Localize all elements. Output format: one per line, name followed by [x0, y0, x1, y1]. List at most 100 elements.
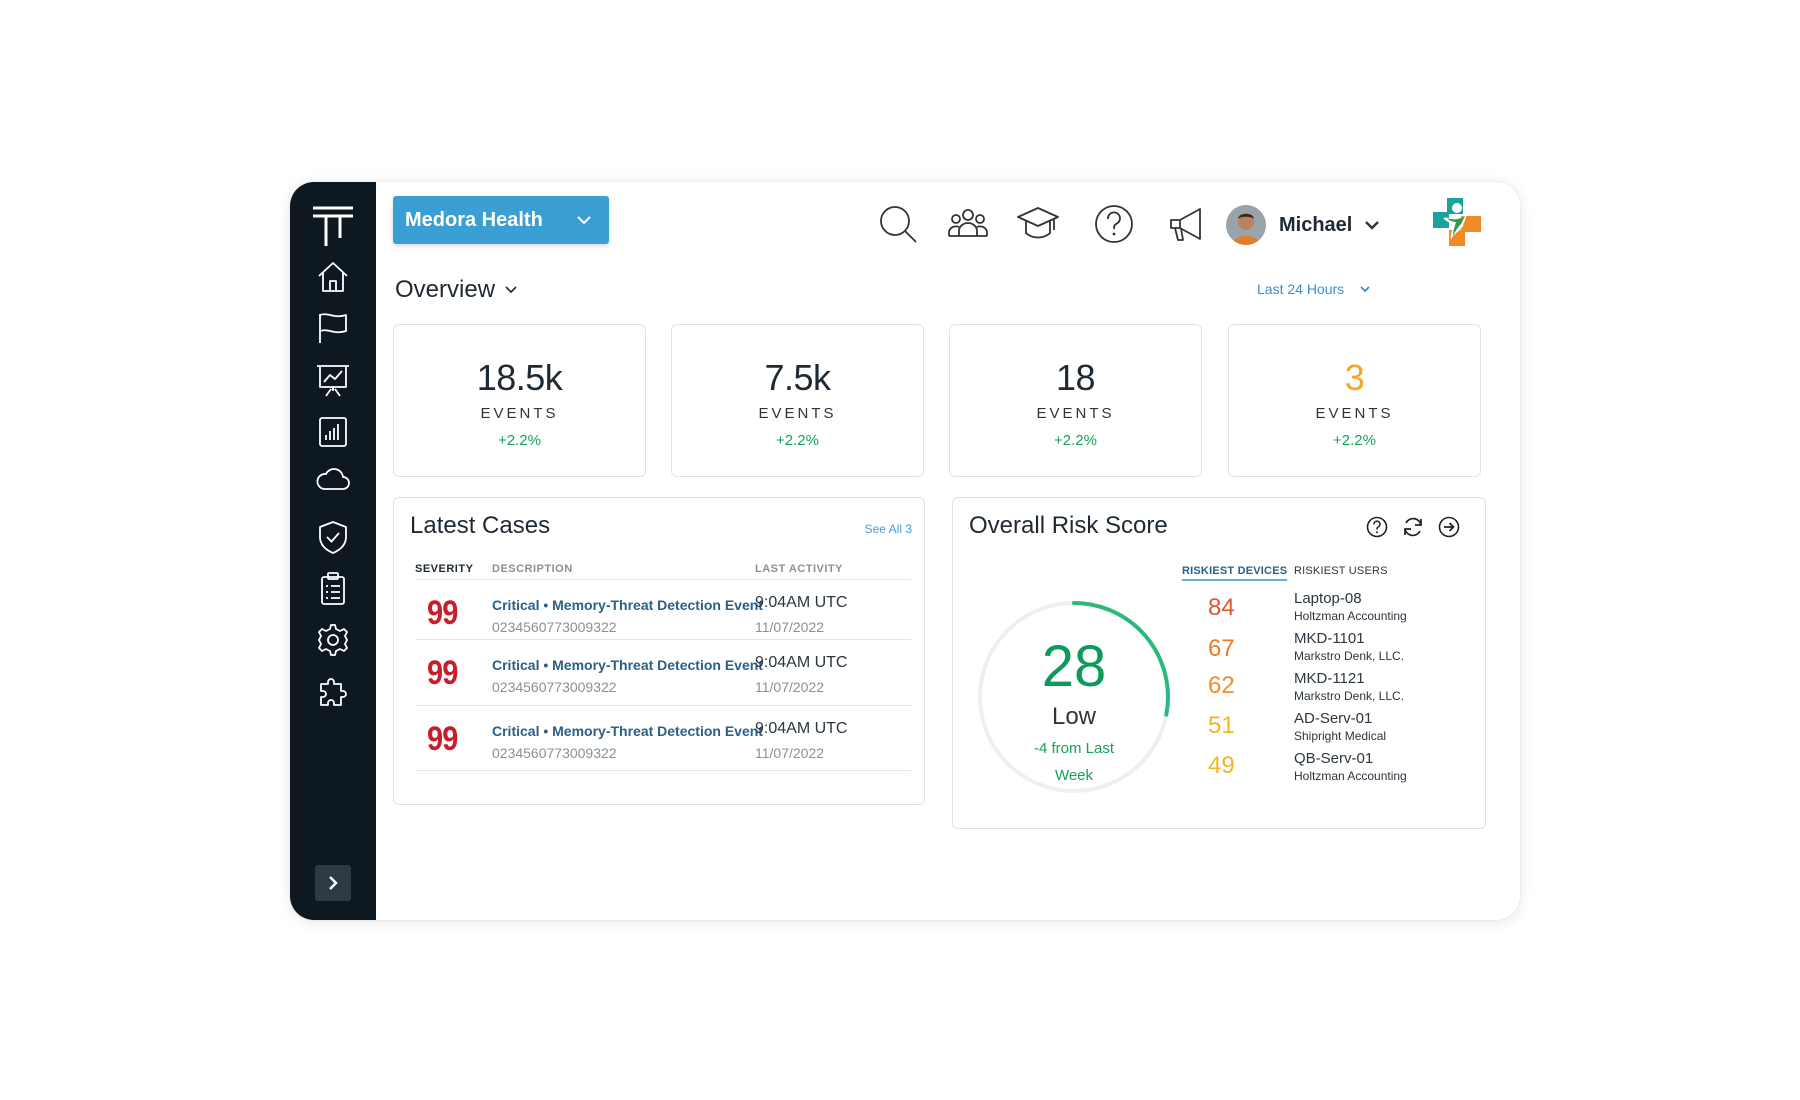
case-time: 9:04AM UTC: [755, 594, 848, 611]
device-org: Holtzman Accounting: [1294, 609, 1407, 623]
tab-riskiest-users[interactable]: RISKIEST USERS: [1294, 565, 1388, 577]
stat-card[interactable]: 7.5k EVENTS +2.2%: [671, 324, 924, 477]
time-range-select[interactable]: Last 24 Hours: [1257, 281, 1372, 297]
device-risk-score: 62: [1208, 672, 1235, 699]
help-icon[interactable]: [1365, 515, 1389, 539]
stat-card[interactable]: 18 EVENTS +2.2%: [949, 324, 1202, 477]
chevron-down-icon: [1365, 221, 1380, 230]
tab-riskiest-devices[interactable]: RISKIEST DEVICES: [1182, 565, 1288, 581]
main-content: Medora Health: [376, 182, 1520, 920]
user-name: Michael: [1279, 213, 1353, 236]
sidebar: [290, 182, 376, 920]
device-name[interactable]: QB-Serv-01: [1294, 750, 1374, 767]
announcements-icon[interactable]: [1166, 202, 1210, 246]
nav-integrations-icon[interactable]: [314, 672, 352, 710]
stat-label: EVENTS: [1036, 405, 1115, 422]
stat-label: EVENTS: [1315, 405, 1394, 422]
stat-delta: +2.2%: [776, 432, 819, 449]
severity-score: 99: [427, 720, 458, 758]
gauge-arc: [978, 601, 1170, 793]
risk-level: Low: [1051, 703, 1097, 730]
severity-score: 99: [427, 594, 458, 632]
stat-value: 18.5k: [476, 357, 563, 398]
device-org: Markstro Denk, LLC.: [1294, 649, 1405, 663]
case-id: 0234560773009322: [492, 619, 617, 635]
panel-title: Latest Cases: [410, 512, 551, 539]
chevron-right-icon: [329, 876, 338, 890]
time-range-label: Last 24 Hours: [1257, 281, 1345, 297]
device-name[interactable]: MKD-1121: [1294, 670, 1365, 687]
arrow-right-circle-icon[interactable]: [1437, 515, 1461, 539]
case-date: 11/07/2022: [755, 679, 825, 695]
org-selector[interactable]: Medora Health: [393, 196, 609, 244]
chevron-down-icon: [577, 216, 591, 225]
risk-delta: -4 from Last Week: [1033, 740, 1115, 784]
case-time: 9:04AM UTC: [755, 720, 848, 737]
col-header-severity[interactable]: SEVERITY: [415, 563, 474, 575]
case-time: 9:04AM UTC: [755, 654, 848, 671]
avatar: [1226, 205, 1266, 245]
see-all-link[interactable]: See All 3: [864, 522, 912, 536]
risk-actions: [1365, 515, 1461, 539]
nav-shield-icon[interactable]: [314, 518, 352, 556]
table-row[interactable]: 99 Critical • Memory-Threat Detection Ev…: [415, 639, 911, 704]
search-icon[interactable]: [876, 202, 920, 246]
device-risk-score: 49: [1208, 752, 1235, 779]
case-title[interactable]: Critical • Memory-Threat Detection Event: [492, 657, 763, 673]
stat-label: EVENTS: [758, 405, 837, 422]
col-header-last-activity[interactable]: LAST ACTIVITY: [755, 563, 843, 575]
nav-settings-icon[interactable]: [314, 621, 352, 659]
stat-value: 7.5k: [764, 357, 831, 398]
nav-clipboard-icon[interactable]: [314, 569, 352, 607]
device-name[interactable]: AD-Serv-01: [1294, 710, 1373, 727]
severity-score: 99: [427, 654, 458, 692]
overview-dropdown[interactable]: Overview: [395, 276, 519, 304]
col-header-description[interactable]: DESCRIPTION: [492, 563, 573, 575]
device-org: Shipright Medical: [1294, 729, 1387, 743]
device-name[interactable]: MKD-1101: [1294, 630, 1365, 647]
case-date: 11/07/2022: [755, 745, 825, 761]
user-menu[interactable]: Michael: [1226, 204, 1382, 246]
app-window: Medora Health: [290, 182, 1520, 920]
table-row[interactable]: 99 Critical • Memory-Threat Detection Ev…: [415, 705, 911, 770]
training-icon[interactable]: [1016, 202, 1060, 246]
risk-gauge: 28 Low -4 from Last Week: [974, 597, 1174, 797]
refresh-icon[interactable]: [1401, 515, 1425, 539]
org-selector-label: Medora Health: [405, 208, 543, 231]
device-risk-score: 84: [1208, 594, 1235, 621]
stat-value: 18: [1055, 357, 1096, 398]
organization-logo: [1429, 194, 1485, 250]
case-title[interactable]: Critical • Memory-Threat Detection Event: [492, 723, 763, 739]
chevron-down-icon: [1360, 286, 1370, 293]
stat-card[interactable]: 3 EVENTS +2.2%: [1228, 324, 1481, 477]
device-org: Holtzman Accounting: [1294, 769, 1407, 783]
overview-title: Overview: [395, 276, 496, 303]
device-name[interactable]: Laptop-08: [1294, 590, 1362, 607]
device-org: Markstro Denk, LLC.: [1294, 689, 1405, 703]
risk-score-panel: Overall Risk Score 28 Low -4 from Last W…: [952, 497, 1486, 829]
users-icon[interactable]: [946, 202, 990, 246]
nav-flag-icon[interactable]: [314, 309, 352, 347]
stat-delta: +2.2%: [1333, 432, 1376, 449]
risk-score: 28: [1041, 634, 1107, 699]
stat-delta: +2.2%: [1054, 432, 1097, 449]
device-risk-score: 67: [1208, 635, 1235, 662]
nav-cloud-icon[interactable]: [314, 460, 352, 498]
table-divider: [415, 770, 911, 771]
help-icon[interactable]: [1092, 202, 1136, 246]
latest-cases-panel: Latest Cases See All 3 SEVERITY DESCRIPT…: [393, 497, 925, 805]
stat-label: EVENTS: [480, 405, 559, 422]
stat-card[interactable]: 18.5k EVENTS +2.2%: [393, 324, 646, 477]
case-id: 0234560773009322: [492, 679, 617, 695]
table-row[interactable]: 99 Critical • Memory-Threat Detection Ev…: [415, 579, 911, 644]
case-id: 0234560773009322: [492, 745, 617, 761]
nav-reports-icon[interactable]: [314, 413, 352, 451]
stat-value: 3: [1344, 357, 1365, 398]
case-title[interactable]: Critical • Memory-Threat Detection Event: [492, 597, 763, 613]
case-date: 11/07/2022: [755, 619, 825, 635]
app-logo[interactable]: [309, 202, 357, 250]
expand-sidebar-button[interactable]: [315, 865, 351, 901]
nav-presentation-icon[interactable]: [314, 361, 352, 399]
nav-home-icon[interactable]: [314, 258, 352, 296]
panel-title: Overall Risk Score: [969, 512, 1168, 539]
